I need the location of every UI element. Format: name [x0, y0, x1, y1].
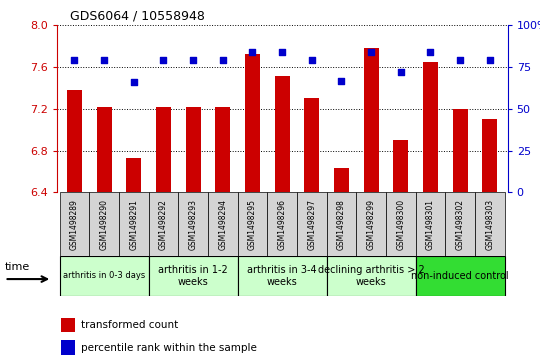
Point — [100, 58, 109, 64]
Bar — [297, 192, 327, 256]
Bar — [178, 192, 208, 256]
Text: GSM1498293: GSM1498293 — [188, 199, 198, 250]
Bar — [238, 256, 327, 296]
Bar — [238, 192, 267, 256]
Bar — [59, 256, 149, 296]
Point — [70, 58, 79, 64]
Bar — [89, 192, 119, 256]
Bar — [482, 119, 497, 192]
Text: GSM1498301: GSM1498301 — [426, 199, 435, 250]
Bar — [386, 192, 416, 256]
Text: GSM1498303: GSM1498303 — [485, 199, 494, 250]
Text: GSM1498300: GSM1498300 — [396, 199, 406, 250]
Bar — [186, 107, 200, 192]
Point — [159, 58, 168, 64]
Bar — [208, 192, 238, 256]
Bar — [356, 192, 386, 256]
Point — [456, 58, 464, 64]
Text: GSM1498295: GSM1498295 — [248, 199, 257, 250]
Text: percentile rank within the sample: percentile rank within the sample — [82, 343, 258, 352]
Text: GSM1498298: GSM1498298 — [337, 199, 346, 250]
Bar — [126, 158, 141, 192]
Point — [307, 58, 316, 64]
Bar — [215, 107, 230, 192]
Text: GSM1498299: GSM1498299 — [367, 199, 376, 250]
Text: GSM1498296: GSM1498296 — [278, 199, 287, 250]
Text: non-induced control: non-induced control — [411, 271, 509, 281]
Bar — [61, 340, 75, 355]
Point — [248, 49, 257, 55]
Bar — [245, 54, 260, 192]
Point — [337, 78, 346, 83]
Bar — [416, 192, 446, 256]
Text: GSM1498291: GSM1498291 — [129, 199, 138, 250]
Bar — [67, 90, 82, 192]
Text: arthritis in 3-4
weeks: arthritis in 3-4 weeks — [247, 265, 317, 287]
Bar — [267, 192, 297, 256]
Bar — [364, 48, 379, 192]
Point — [426, 49, 435, 55]
Bar — [327, 192, 356, 256]
Point — [485, 58, 494, 64]
Point — [219, 58, 227, 64]
Bar — [148, 256, 238, 296]
Point — [278, 49, 286, 55]
Text: GSM1498297: GSM1498297 — [307, 199, 316, 250]
Bar — [148, 192, 178, 256]
Bar — [327, 256, 416, 296]
Point — [396, 69, 405, 75]
Bar — [275, 76, 289, 192]
Text: arthritis in 0-3 days: arthritis in 0-3 days — [63, 272, 145, 280]
Bar — [423, 62, 438, 192]
Bar — [446, 192, 475, 256]
Text: GSM1498294: GSM1498294 — [218, 199, 227, 250]
Bar — [97, 107, 112, 192]
Text: GSM1498302: GSM1498302 — [456, 199, 464, 250]
Bar — [475, 192, 505, 256]
Bar — [119, 192, 148, 256]
Point — [130, 79, 138, 85]
Point — [189, 58, 198, 64]
Text: GDS6064 / 10558948: GDS6064 / 10558948 — [70, 9, 205, 22]
Bar — [416, 256, 505, 296]
Text: arthritis in 1-2
weeks: arthritis in 1-2 weeks — [158, 265, 228, 287]
Bar — [305, 98, 319, 192]
Bar — [59, 192, 89, 256]
Text: GSM1498289: GSM1498289 — [70, 199, 79, 250]
Text: transformed count: transformed count — [82, 320, 179, 330]
Bar — [156, 107, 171, 192]
Text: GSM1498292: GSM1498292 — [159, 199, 168, 250]
Text: GSM1498290: GSM1498290 — [100, 199, 109, 250]
Text: time: time — [4, 262, 30, 272]
Bar — [61, 318, 75, 332]
Bar — [334, 168, 349, 192]
Point — [367, 49, 375, 55]
Bar — [394, 140, 408, 192]
Bar — [453, 109, 468, 192]
Text: declining arthritis > 2
weeks: declining arthritis > 2 weeks — [318, 265, 424, 287]
